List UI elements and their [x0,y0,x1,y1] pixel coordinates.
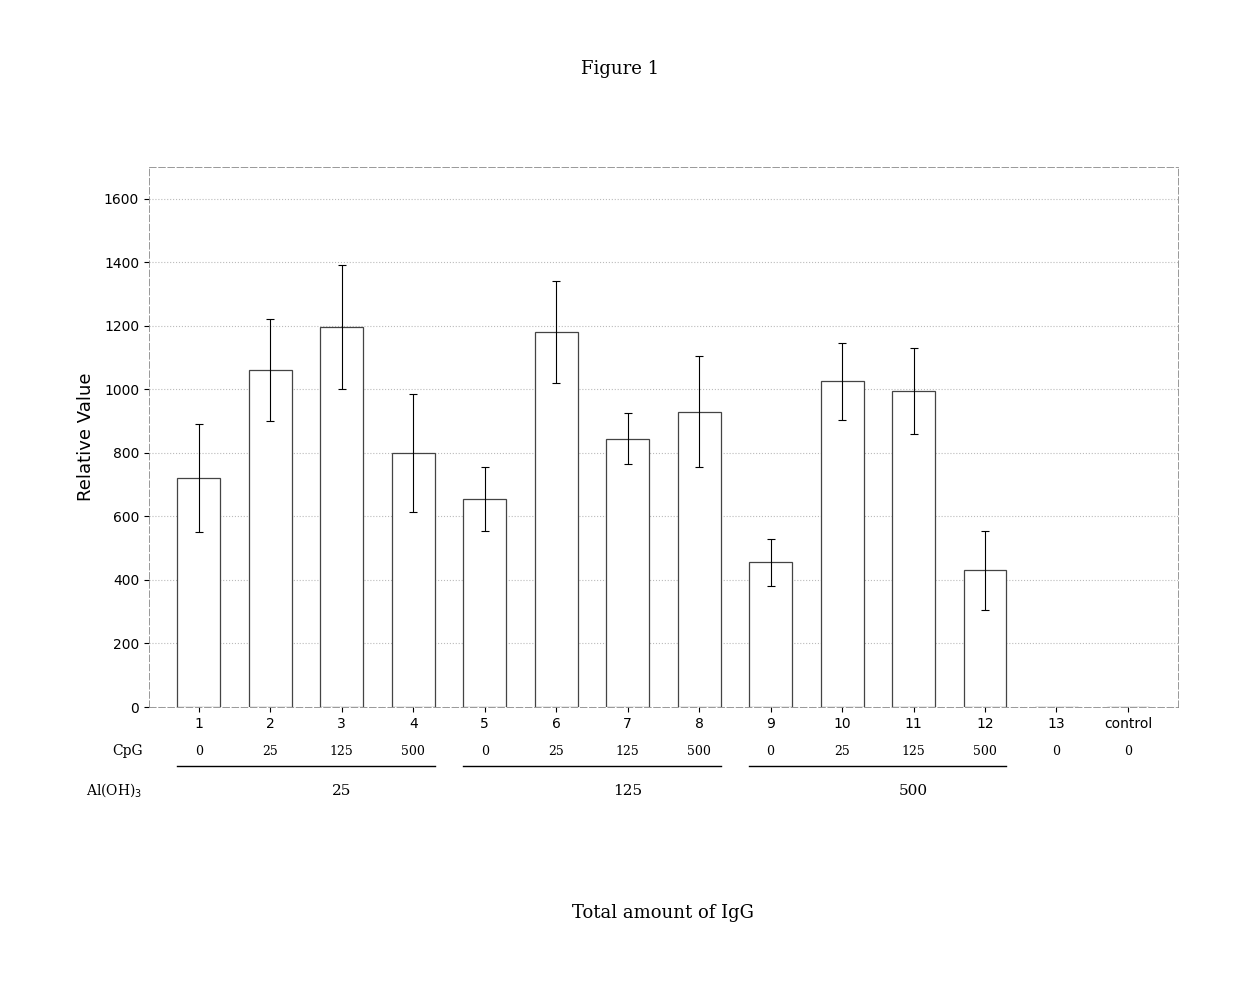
Text: 0: 0 [766,744,775,758]
Text: 25: 25 [332,784,351,797]
Text: 125: 125 [613,784,642,797]
Text: 500: 500 [899,784,928,797]
Text: 0: 0 [195,744,203,758]
Text: 500: 500 [973,744,997,758]
Text: 0: 0 [1053,744,1060,758]
Bar [606,439,649,707]
Text: Figure 1: Figure 1 [580,60,660,78]
Bar [320,327,363,707]
Bar [177,478,221,707]
Text: 125: 125 [901,744,925,758]
Bar [464,499,506,707]
Text: 500: 500 [687,744,711,758]
Text: 25: 25 [548,744,564,758]
Bar [392,453,435,707]
Text: 125: 125 [330,744,353,758]
Bar [892,391,935,707]
Bar [678,411,720,707]
Text: 25: 25 [263,744,278,758]
Bar [534,332,578,707]
Y-axis label: Relative Value: Relative Value [77,373,95,501]
Text: 0: 0 [1123,744,1132,758]
Text: 125: 125 [616,744,640,758]
Text: Al(OH)$_3$: Al(OH)$_3$ [87,782,143,799]
Text: Total amount of IgG: Total amount of IgG [573,904,754,922]
Bar [749,563,792,707]
Bar [821,381,863,707]
Bar [249,370,291,707]
Text: 500: 500 [402,744,425,758]
Bar [963,571,1007,707]
Text: CpG: CpG [112,744,143,758]
Text: 25: 25 [835,744,849,758]
Text: 0: 0 [481,744,489,758]
